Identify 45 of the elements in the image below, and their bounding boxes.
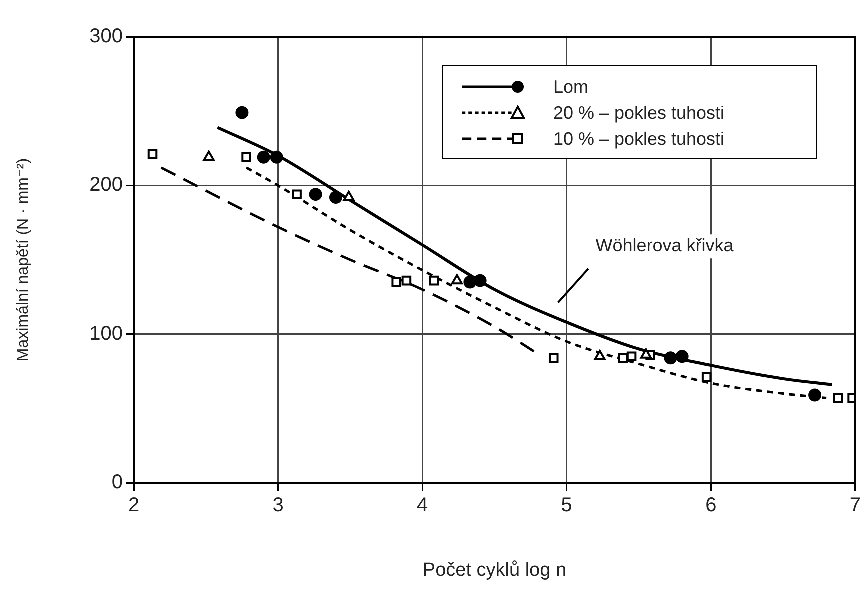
point [626, 352, 637, 362]
x-tick-label: 3 [272, 494, 284, 517]
point [808, 388, 822, 402]
x-tick-label: 4 [417, 494, 428, 517]
y-tick-label: 0 [112, 472, 123, 494]
annotation: Wöhlerova křivka [596, 236, 735, 256]
x-tick-label: 5 [561, 494, 572, 517]
point [257, 150, 270, 164]
point [618, 353, 628, 364]
y-tick-label: 100 [90, 322, 123, 345]
point [594, 350, 606, 360]
y-tick-label: 300 [90, 26, 123, 48]
x-tick-label: 7 [850, 494, 861, 517]
point [640, 348, 652, 359]
point [402, 276, 412, 286]
point [474, 274, 487, 288]
point [330, 191, 343, 204]
point [292, 190, 302, 200]
point [343, 191, 355, 202]
point [429, 276, 440, 286]
point [148, 150, 158, 160]
point [236, 106, 249, 120]
x-tick-label: 6 [706, 494, 717, 517]
legend-label: Lom [553, 76, 588, 98]
y-tick-label: 200 [90, 174, 123, 196]
point [203, 150, 215, 162]
point [392, 277, 402, 288]
line-series [160, 166, 536, 354]
point [451, 274, 463, 285]
y-axis-title: Maximální napětí (N · mm⁻²) [15, 158, 32, 362]
point [676, 350, 689, 364]
point [548, 353, 559, 364]
line-series [245, 166, 828, 400]
point [464, 276, 477, 289]
x-axis-title: Počet cyklů log n [422, 560, 567, 581]
point [270, 150, 284, 164]
legend-label: 10 % – pokles tuhosti [553, 128, 725, 150]
point [702, 372, 712, 382]
point [833, 393, 844, 404]
point [664, 352, 678, 365]
point [309, 188, 322, 202]
legend-label: 20 % – pokles tuhosti [553, 102, 725, 124]
x-tick-label: 2 [128, 494, 140, 517]
line-series [216, 126, 834, 386]
point [242, 152, 252, 162]
